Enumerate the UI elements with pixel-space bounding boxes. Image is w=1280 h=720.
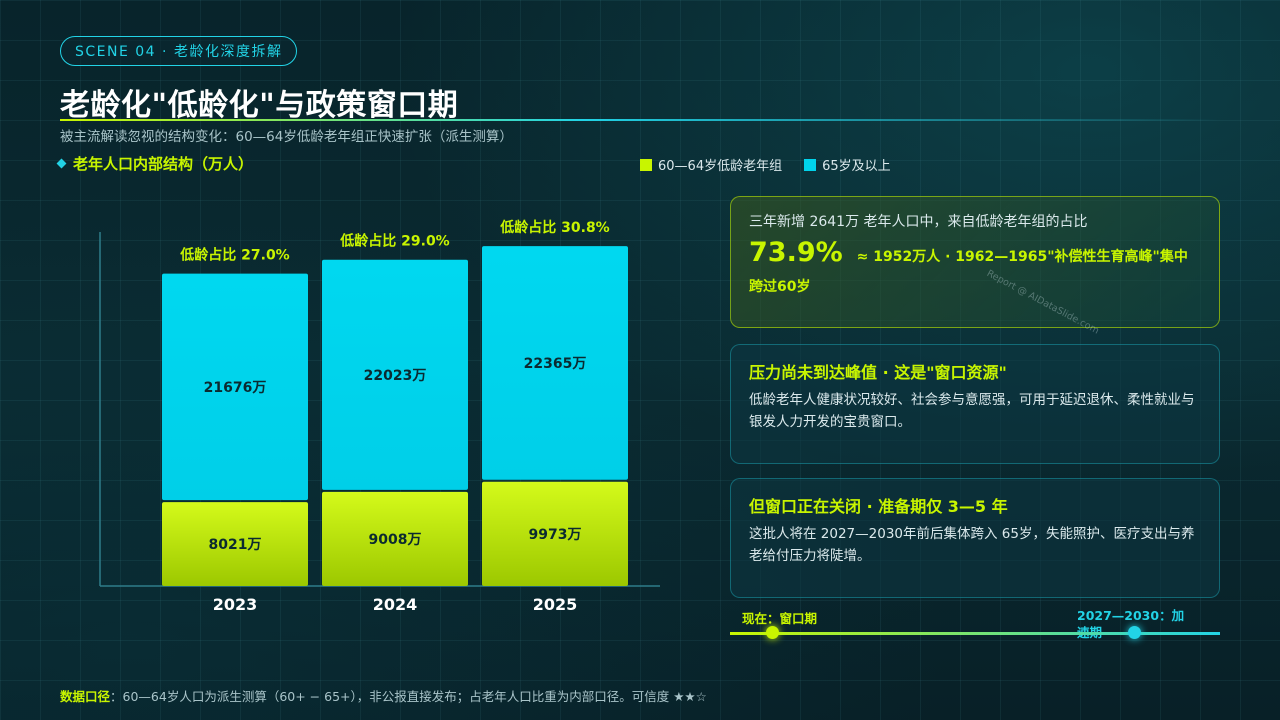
timeline-dot-now [766,626,779,639]
bar-label-old-2024: 22023万 [364,368,427,384]
footer-note: 数据口径：60—64岁人口为派生测算（60+ − 65+），非公报直接发布；占老… [60,686,707,705]
legend-swatch-young [640,158,652,171]
title-underline [60,119,1220,121]
x-tick-label-2023: 2023 [213,595,258,614]
footer-label: 数据口径 [60,689,111,704]
legend-item-young: 60—64岁低龄老年组 [640,155,782,174]
bar-old-2025 [482,246,628,480]
bar-young-2024 [322,491,468,586]
timeline-future-label: 2027—2030：加速期 [1077,608,1185,640]
scene-tag: SCENE 04 · 老龄化深度拆解 [60,36,298,66]
insight-card-window: 压力尚未到达峰值 · 这是"窗口资源" 低龄老年人健康状况较好、社会参与意愿强，… [730,344,1220,464]
card1-detail: ≈ 1952万人 · 1962—1965"补偿性生育高峰"集中 [856,249,1188,265]
x-tick-label-2025: 2025 [533,595,578,614]
share-annotation-2023: 低龄占比 27.0% [179,247,289,264]
bar-label-young-2024: 9008万 [369,532,422,548]
bar-label-young-2025: 9973万 [529,527,582,543]
insight-card-share: 三年新增 2641万 老年人口中，来自低龄老年组的占比 73.9% ≈ 1952… [730,196,1220,328]
bar-young-2023 [162,502,308,586]
insight-card-closing: 但窗口正在关闭 · 准备期仅 3—5 年 这批人将在 2027—2030年前后集… [730,478,1220,598]
footer-text: ：60—64岁人口为派生测算（60+ − 65+），非公报直接发布；占老年人口比… [110,689,707,704]
card1-big-number: 73.9% [749,237,843,268]
chart-legend: 60—64岁低龄老年组 65岁及以上 [640,155,891,174]
card3-body: 这批人将在 2027—2030年前后集体跨入 65岁，失能照护、医疗支出与养老给… [749,526,1195,564]
card3-heading: 但窗口正在关闭 · 准备期仅 3—5 年 [749,497,1008,516]
card2-heading: 压力尚未到达峰值 · 这是"窗口资源" [749,363,1007,382]
legend-item-old: 65岁及以上 [804,155,891,174]
card1-top-text: 三年新增 2641万 老年人口中，来自低龄老年组的占比 [749,214,1088,230]
card2-body: 低龄老年人健康状况较好、社会参与意愿强，可用于延迟退休、柔性就业与银发人力开发的… [749,392,1195,430]
x-tick-label-2024: 2024 [373,595,418,614]
share-annotation-2024: 低龄占比 29.0% [339,233,449,250]
bar-old-2024 [322,259,468,490]
bar-young-2025 [482,481,628,586]
legend-label-young: 60—64岁低龄老年组 [658,159,783,174]
legend-swatch-old [804,158,817,171]
timeline-now-label: 现在：窗口期 [742,611,818,626]
bar-label-old-2025: 22365万 [524,356,587,372]
page-title: 老龄化"低龄化"与政策窗口期 [60,88,459,123]
card1-highlight-row: 73.9% ≈ 1952万人 · 1962—1965"补偿性生育高峰"集中 [749,237,1201,268]
timeline-dot-future [1128,626,1141,639]
chart-label-text: 老年人口内部结构（万人） [73,155,254,173]
timeline-line [730,632,1220,635]
legend-label-old: 65岁及以上 [822,159,891,174]
chart-label: 老年人口内部结构（万人） [56,153,254,174]
stacked-bar-chart: 8021万 21676万 低龄占比 27.0% 2023 9008万 22023万 低龄占比… [99,219,660,614]
bar-label-young-2023: 8021万 [209,537,262,553]
page-subtitle: 被主流解读忽视的结构变化：60—64岁低龄老年组正快速扩张（派生测算） [60,129,513,145]
card1-detail-cont: 跨过60岁 [749,279,811,295]
bar-label-old-2023: 21676万 [204,380,267,396]
bar-old-2023 [162,273,308,501]
share-annotation-2025: 低龄占比 30.8% [499,219,609,236]
